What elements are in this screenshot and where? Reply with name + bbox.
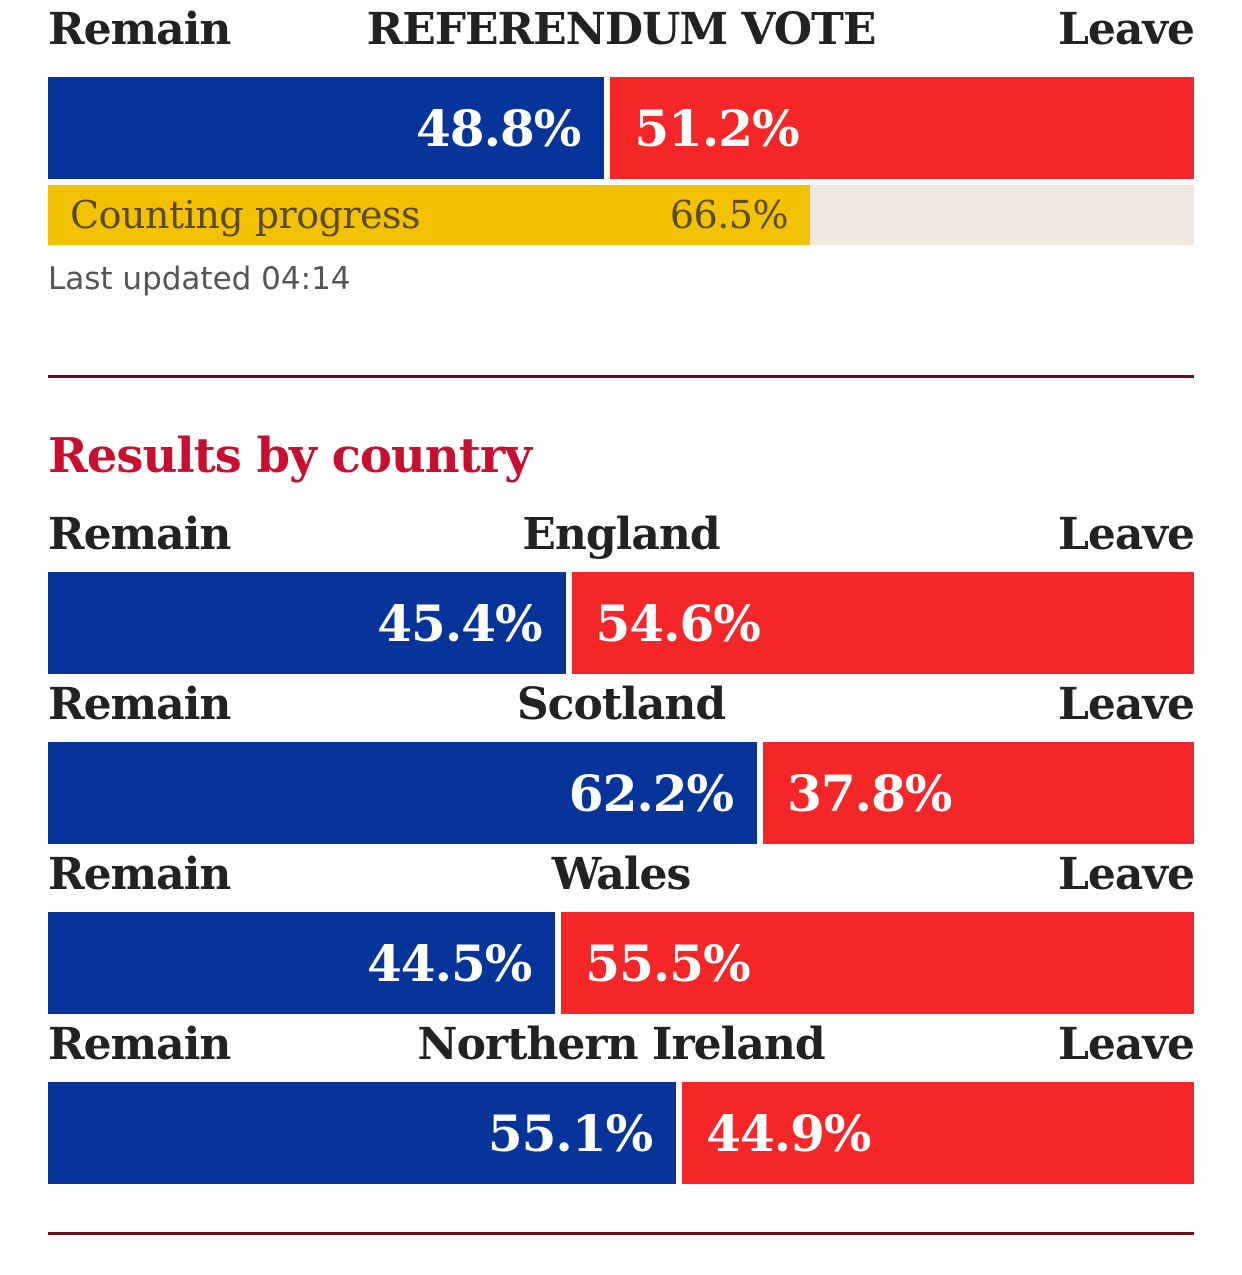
country-header: Remain Wales Leave bbox=[48, 849, 1195, 912]
bar-divider bbox=[676, 1082, 683, 1184]
country-remain-value: 44.5% bbox=[367, 933, 532, 993]
country-block-northern-ireland: Remain Northern Ireland Leave 55.1% 44.9… bbox=[48, 1019, 1195, 1184]
country-leave-value: 54.6% bbox=[595, 593, 761, 653]
leave-label: Leave bbox=[1057, 849, 1195, 900]
leave-label: Leave bbox=[1057, 509, 1195, 560]
divider-rule bbox=[48, 375, 1194, 378]
country-results: Remain England Leave 45.4% 54.6% Remain … bbox=[48, 509, 1195, 1184]
country-vote-bar: 45.4% 54.6% bbox=[48, 572, 1194, 674]
country-remain-value: 55.1% bbox=[487, 1103, 653, 1163]
overall-remain-value: 48.8% bbox=[416, 98, 581, 158]
remain-label: Remain bbox=[48, 509, 231, 560]
country-remain-bar: 62.2% bbox=[48, 742, 758, 844]
country-remain-bar: 55.1% bbox=[48, 1082, 677, 1184]
country-block-wales: Remain Wales Leave 44.5% 55.5% bbox=[48, 849, 1195, 1014]
country-leave-value: 55.5% bbox=[585, 933, 750, 993]
country-block-england: Remain England Leave 45.4% 54.6% bbox=[48, 509, 1195, 674]
country-remain-value: 45.4% bbox=[377, 593, 542, 653]
country-header: Remain Scotland Leave bbox=[48, 679, 1195, 742]
country-leave-bar: 37.8% bbox=[763, 742, 1194, 844]
overall-header: Remain REFERENDUM VOTE Leave bbox=[48, 0, 1195, 67]
country-remain-bar: 44.5% bbox=[48, 912, 556, 1014]
remain-label: Remain bbox=[48, 849, 231, 900]
remain-label: Remain bbox=[48, 4, 231, 55]
country-vote-bar: 55.1% 44.9% bbox=[48, 1082, 1194, 1184]
leave-label: Leave bbox=[1057, 4, 1195, 55]
bar-divider bbox=[555, 912, 562, 1014]
overall-leave-bar: 51.2% bbox=[610, 77, 1194, 179]
country-remain-bar: 45.4% bbox=[48, 572, 566, 674]
counting-progress-label: Counting progress bbox=[70, 193, 421, 237]
country-name: Wales bbox=[551, 849, 692, 900]
divider-rule-bottom bbox=[48, 1232, 1194, 1235]
country-leave-bar: 55.5% bbox=[561, 912, 1194, 1014]
country-vote-bar: 62.2% 37.8% bbox=[48, 742, 1194, 844]
overall-title: REFERENDUM VOTE bbox=[366, 4, 877, 55]
results-panel: Remain REFERENDUM VOTE Leave 48.8% 51.2%… bbox=[48, 0, 1195, 1235]
country-leave-value: 44.9% bbox=[706, 1103, 871, 1163]
counting-progress-fill: Counting progress 66.5% bbox=[48, 185, 811, 245]
country-vote-bar: 44.5% 55.5% bbox=[48, 912, 1194, 1014]
leave-label: Leave bbox=[1057, 1019, 1195, 1070]
bar-divider bbox=[565, 572, 572, 674]
section-title: Results by country bbox=[48, 428, 532, 484]
country-header: Remain Northern Ireland Leave bbox=[48, 1019, 1195, 1082]
counting-progress-value: 66.5% bbox=[669, 193, 789, 237]
remain-label: Remain bbox=[48, 679, 231, 730]
country-leave-bar: 54.6% bbox=[571, 572, 1194, 674]
bar-divider bbox=[604, 77, 611, 179]
last-updated: Last updated 04:14 bbox=[48, 261, 351, 297]
country-leave-value: 37.8% bbox=[787, 763, 952, 823]
remain-label: Remain bbox=[48, 1019, 231, 1070]
overall-vote-bar: 48.8% 51.2% bbox=[48, 77, 1194, 179]
country-name: England bbox=[522, 509, 720, 560]
bar-divider bbox=[757, 742, 764, 844]
country-name: Northern Ireland bbox=[417, 1019, 825, 1070]
overall-leave-value: 51.2% bbox=[634, 98, 799, 158]
country-block-scotland: Remain Scotland Leave 62.2% 37.8% bbox=[48, 679, 1195, 844]
overall-remain-bar: 48.8% bbox=[48, 77, 605, 179]
counting-progress-bar: Counting progress 66.5% bbox=[48, 185, 1194, 245]
country-leave-bar: 44.9% bbox=[682, 1082, 1194, 1184]
country-remain-value: 62.2% bbox=[568, 763, 734, 823]
leave-label: Leave bbox=[1057, 679, 1195, 730]
country-header: Remain England Leave bbox=[48, 509, 1195, 572]
country-name: Scotland bbox=[516, 679, 726, 730]
